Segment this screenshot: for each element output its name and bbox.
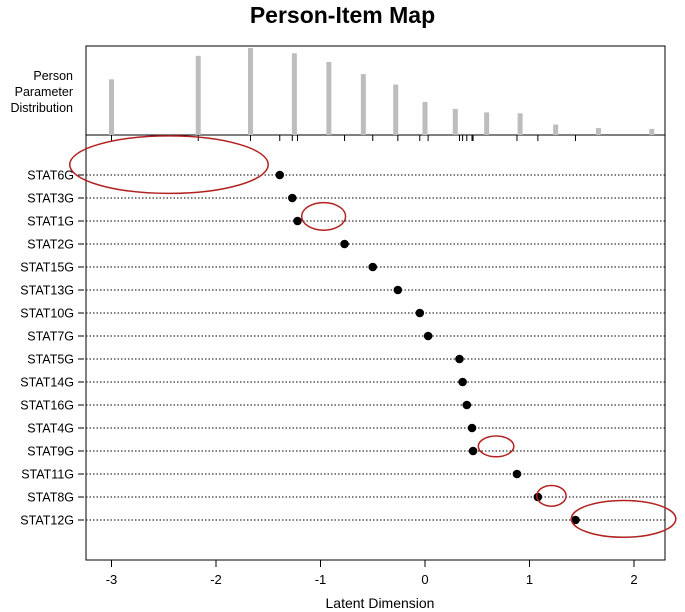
item-label: STAT5G — [27, 353, 74, 367]
item-point — [512, 469, 522, 479]
person-bar-5 — [360, 74, 366, 135]
item-label: STAT4G — [27, 422, 74, 436]
person-bar-13 — [649, 128, 655, 135]
item-rows: STAT6G STAT3G STAT1G STAT2G STAT15G STAT13G ST… — [20, 169, 665, 528]
person-label-line-1: Person — [33, 69, 73, 83]
person-distribution-bars — [109, 48, 655, 135]
x-axis-label: Latent Dimension — [326, 595, 435, 611]
item-point — [423, 331, 433, 341]
person-bar-3 — [291, 53, 297, 135]
item-point — [415, 308, 425, 318]
item-point — [467, 423, 477, 433]
item-label: STAT16G — [20, 399, 74, 413]
item-panel-frame — [85, 134, 666, 561]
annotation-ellipses — [68, 135, 677, 538]
chart-title: Person-Item Map — [249, 2, 436, 28]
person-bar-10 — [517, 113, 523, 135]
x-tick-label: 0 — [421, 572, 428, 587]
annotation-ellipse-0 — [68, 135, 270, 195]
item-label: STAT3G — [27, 192, 74, 206]
item-point — [368, 262, 378, 272]
item-label: STAT2G — [27, 238, 74, 252]
x-tick-label: -2 — [210, 572, 222, 587]
item-label: STAT1G — [27, 215, 74, 229]
item-label: STAT6G — [27, 169, 74, 183]
item-point — [462, 400, 472, 410]
item-point — [533, 492, 543, 502]
item-label: STAT13G — [20, 284, 74, 298]
item-point — [287, 193, 297, 203]
person-bar-12 — [595, 128, 601, 135]
person-bar-8 — [452, 108, 458, 135]
item-point — [458, 377, 467, 387]
item-label: STAT8G — [27, 491, 74, 505]
x-tick-label: 1 — [526, 572, 533, 587]
person-bar-1 — [195, 55, 201, 135]
person-bar-0 — [109, 79, 114, 135]
annotation-ellipse-3 — [536, 484, 567, 507]
annotation-ellipse-4 — [570, 499, 677, 538]
item-point — [275, 170, 285, 180]
item-label: STAT9G — [27, 445, 74, 459]
item-label: STAT7G — [27, 330, 74, 344]
distribution-panel-frame — [85, 45, 666, 136]
item-point — [293, 216, 302, 226]
person-bar-9 — [484, 112, 490, 135]
item-point — [393, 285, 403, 295]
x-tick-label: -1 — [315, 572, 327, 587]
item-label: STAT12G — [20, 514, 74, 528]
person-bar-7 — [422, 101, 428, 135]
annotation-ellipse-2 — [477, 435, 515, 458]
annotation-ellipse-1 — [300, 201, 347, 231]
person-bar-11 — [553, 124, 559, 135]
item-point — [340, 239, 349, 249]
x-tick-label: 2 — [630, 572, 637, 587]
item-label: STAT11G — [21, 468, 74, 482]
item-label: STAT15G — [20, 261, 74, 275]
item-label: STAT10G — [20, 307, 74, 321]
item-point — [455, 354, 464, 364]
item-point — [468, 446, 478, 456]
item-label: STAT14G — [20, 376, 74, 390]
person-bar-4 — [326, 61, 332, 135]
x-axis: -3 -2 -1 0 1 2 — [106, 560, 638, 587]
person-bar-2 — [247, 48, 253, 135]
person-label-line-2: Parameter — [15, 85, 73, 99]
person-label-line-3: Distribution — [10, 101, 73, 115]
person-bar-6 — [393, 84, 399, 135]
item-point — [571, 515, 580, 525]
x-tick-label: -3 — [106, 572, 118, 587]
threshold-ticks — [111, 135, 576, 141]
